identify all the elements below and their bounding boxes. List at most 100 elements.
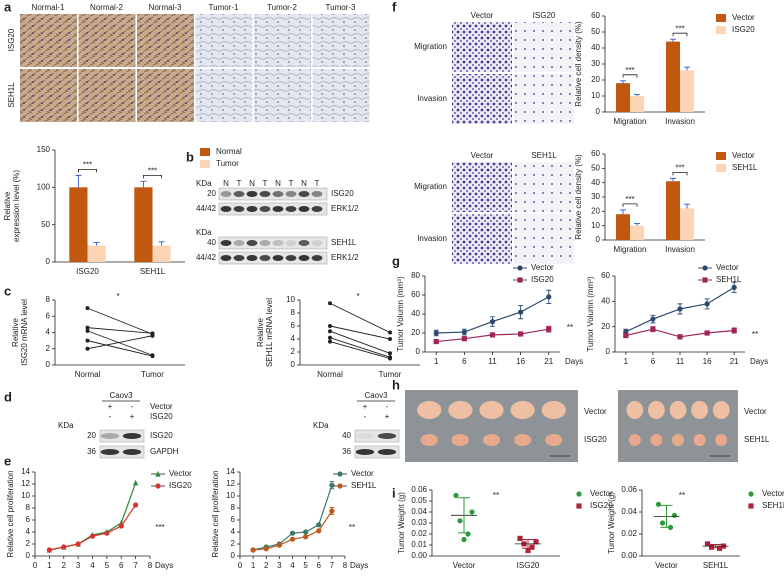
legend-marker: [337, 483, 343, 489]
point: [329, 482, 335, 488]
xenograft-label: SEH1L: [744, 435, 770, 444]
y-tick-label: 50: [41, 220, 50, 229]
transwell-image: [452, 162, 512, 212]
x-tick-label: Tumor: [379, 370, 402, 379]
error-bar: [158, 241, 165, 246]
xenograft-label: ISG20: [584, 435, 607, 444]
lane-label: T: [263, 179, 268, 188]
y-tick-label: 100: [37, 182, 51, 191]
y-axis-label: Relative: [11, 318, 20, 347]
legend-marker: [748, 503, 754, 509]
ihc-column-label: Normal-1: [32, 3, 65, 12]
lane-label: N: [301, 179, 307, 188]
kda-label: KDa: [313, 421, 329, 430]
y-tick-label: 0.06: [411, 485, 427, 494]
x-tick-label: 6: [317, 561, 322, 570]
x-tick-label: 16: [516, 357, 525, 366]
y-axis-label: Tumor Weight (g): [397, 492, 406, 554]
significance-bracket: [672, 32, 688, 37]
y-tick-label: 0.06: [621, 485, 637, 494]
pair-point: [85, 328, 90, 333]
point: [289, 530, 296, 536]
y-tick-label: 60: [601, 271, 610, 280]
tumor: [513, 434, 532, 446]
xenograft-photo: [618, 390, 738, 462]
y-tick-label: 10: [21, 491, 30, 500]
x-tick-label: 5: [105, 561, 110, 570]
y-tick-label: 60: [411, 290, 420, 299]
ihc-image: [312, 14, 370, 67]
lane-label: N: [275, 179, 281, 188]
y-tick-label: 0: [231, 551, 236, 560]
y-tick-label: 8: [231, 503, 236, 512]
pair-line: [329, 302, 391, 333]
panel-label: e: [4, 453, 11, 468]
tumor: [650, 434, 663, 446]
pair-line: [329, 325, 391, 340]
bar: [616, 214, 630, 240]
band: [220, 206, 232, 212]
tumor: [648, 401, 665, 419]
point: [518, 331, 524, 337]
significance: ***: [675, 163, 684, 172]
legend-marker: [702, 277, 708, 283]
x-tick-label: Migration: [614, 117, 647, 126]
significance-bracket: [672, 171, 688, 176]
transwell-column-label: SEH1L: [531, 151, 557, 160]
pair-line: [87, 330, 153, 356]
point: [623, 332, 629, 339]
y-tick-label: 40: [591, 178, 600, 187]
y-tick-label: 0: [606, 347, 611, 356]
band: [355, 449, 375, 455]
legend-swatch: [716, 14, 726, 22]
mw-marker: 20: [207, 189, 216, 198]
point: [89, 533, 96, 539]
ihc-image: [20, 14, 77, 67]
tumor: [420, 434, 438, 446]
band: [272, 191, 284, 197]
y-axis-label: Tumor Volumn (mm³): [586, 276, 595, 352]
point: [659, 520, 666, 526]
legend-label: Vector: [169, 469, 192, 478]
y-tick-label: 14: [21, 467, 30, 476]
x-tick-label: 7: [330, 561, 335, 570]
blot-strip: [99, 429, 145, 443]
sign: +: [363, 402, 368, 411]
bar: [666, 181, 680, 240]
y-tick-label: 10: [286, 295, 295, 304]
bar: [680, 208, 694, 240]
point: [61, 544, 67, 550]
legend-label: ISG20: [531, 275, 554, 284]
x-tick-label: 2: [62, 561, 67, 570]
point: [276, 542, 282, 548]
band: [272, 206, 284, 212]
ihc-image: [195, 69, 253, 122]
x-tick-label: 11: [488, 357, 497, 366]
y-tick-label: 2: [291, 347, 296, 356]
y-tick-label: 0: [46, 257, 51, 266]
y-tick-label: 6: [291, 321, 296, 330]
x-tick-label: 6: [651, 357, 656, 366]
band: [259, 191, 271, 197]
point: [525, 547, 531, 554]
transwell-column-label: ISG20: [533, 11, 556, 20]
x-tick-label: Invasion: [665, 245, 695, 254]
y-tick-label: 80: [411, 271, 420, 280]
x-tick-label: 1: [624, 357, 629, 366]
y-tick-label: 0.00: [411, 551, 427, 560]
sign: -: [364, 412, 367, 421]
point: [316, 528, 322, 534]
protein-label: GAPDH: [150, 447, 179, 456]
x-tick-label: 2: [264, 561, 269, 570]
band: [233, 240, 245, 246]
band: [246, 240, 258, 246]
x-tick-label: 3: [277, 561, 282, 570]
xenograft-label: Vector: [584, 407, 607, 416]
legend-label: Vector: [732, 13, 755, 22]
ihc-image: [254, 14, 311, 67]
y-tick-label: 12: [21, 479, 30, 488]
tumor: [541, 401, 566, 419]
tumor: [669, 401, 687, 419]
pair-line: [87, 335, 153, 350]
point: [263, 546, 269, 552]
